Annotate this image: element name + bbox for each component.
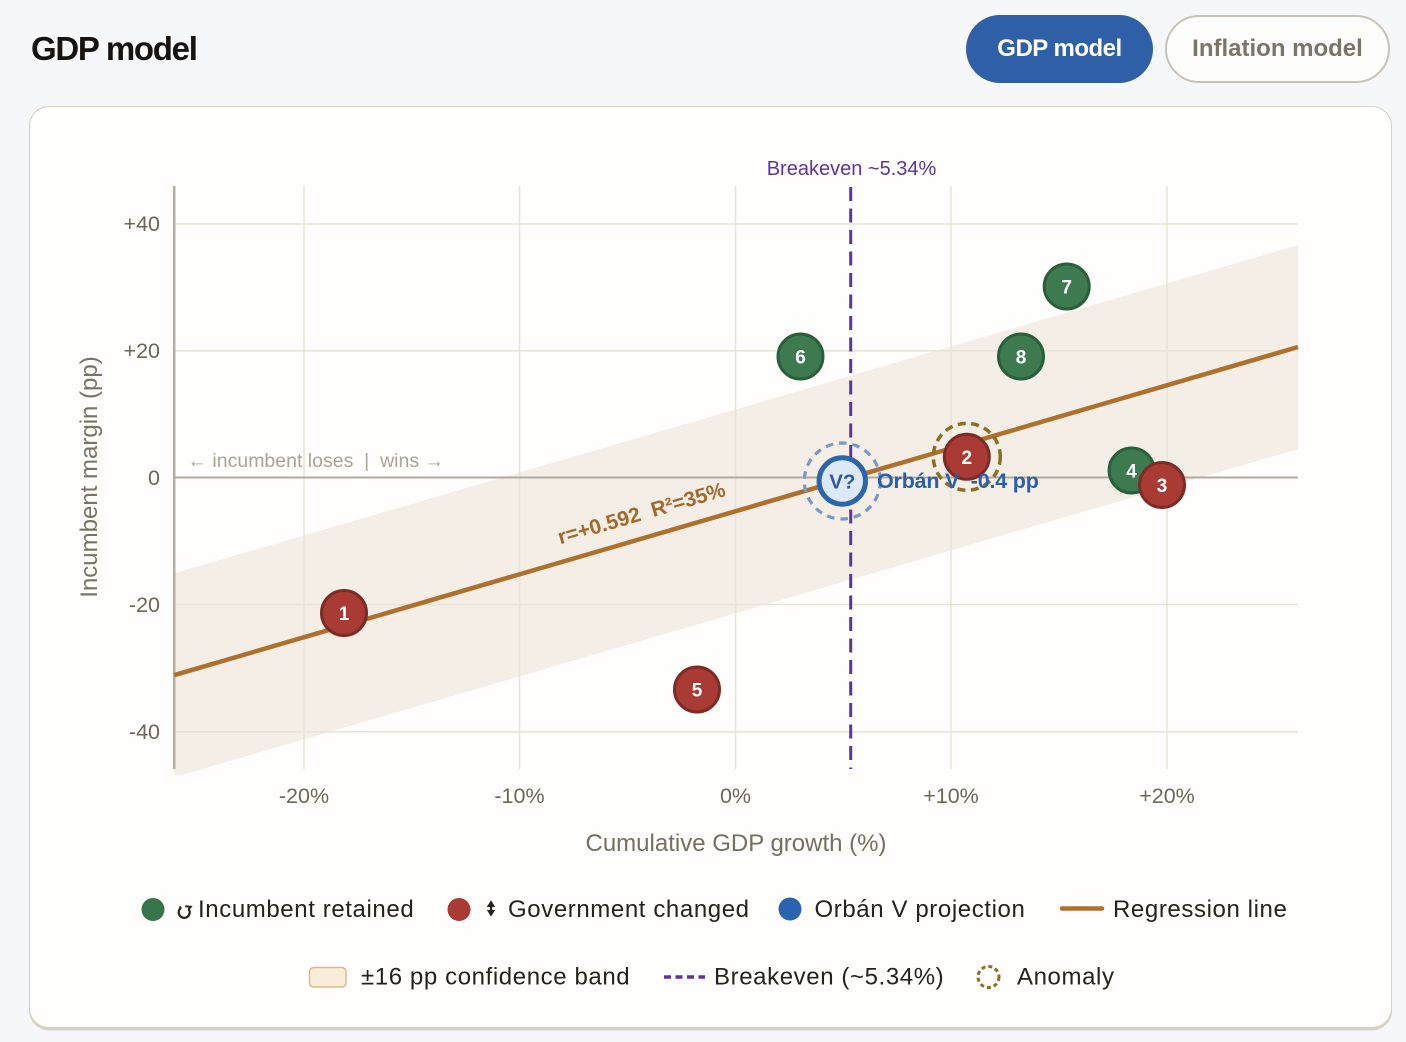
svg-text:Breakeven ~5.34%: Breakeven ~5.34% — [767, 158, 937, 180]
svg-text:Regression line: Regression line — [1113, 896, 1287, 923]
svg-text:Incumbent retained: Incumbent retained — [198, 896, 414, 923]
svg-text:-40: -40 — [129, 720, 160, 744]
svg-text:Orbán V -0.4 pp: Orbán V -0.4 pp — [877, 469, 1039, 493]
svg-text:1: 1 — [339, 604, 350, 625]
svg-text:Cumulative GDP growth (%): Cumulative GDP growth (%) — [586, 830, 887, 857]
svg-text:+20%: +20% — [1139, 784, 1195, 808]
svg-text:7: 7 — [1061, 278, 1072, 299]
svg-text:±16 pp confidence band: ±16 pp confidence band — [361, 964, 630, 991]
svg-text:← incumbent loses | wins →: ← incumbent loses | wins → — [188, 450, 445, 472]
svg-text:V?: V? — [829, 470, 855, 493]
svg-text:Breakeven (~5.34%): Breakeven (~5.34%) — [714, 964, 944, 991]
svg-text:-20%: -20% — [279, 784, 329, 808]
svg-text:Incumbent margin (pp): Incumbent margin (pp) — [76, 356, 103, 597]
svg-text:4: 4 — [1126, 462, 1137, 483]
svg-text:-20: -20 — [129, 593, 160, 617]
svg-text:+20: +20 — [124, 339, 161, 363]
svg-text:0%: 0% — [720, 784, 751, 808]
svg-text:Orbán V projection: Orbán V projection — [815, 896, 1026, 923]
svg-text:+40: +40 — [124, 212, 161, 236]
svg-text:-10%: -10% — [494, 784, 544, 808]
svg-text:2: 2 — [962, 448, 973, 469]
svg-text:Government changed: Government changed — [508, 896, 750, 923]
svg-text:+10%: +10% — [923, 784, 979, 808]
svg-text:8: 8 — [1016, 348, 1027, 369]
svg-text:3: 3 — [1157, 476, 1168, 497]
svg-text:6: 6 — [795, 348, 806, 369]
svg-text:Anomaly: Anomaly — [1017, 964, 1115, 991]
svg-text:5: 5 — [692, 681, 703, 702]
svg-text:0: 0 — [148, 466, 160, 490]
